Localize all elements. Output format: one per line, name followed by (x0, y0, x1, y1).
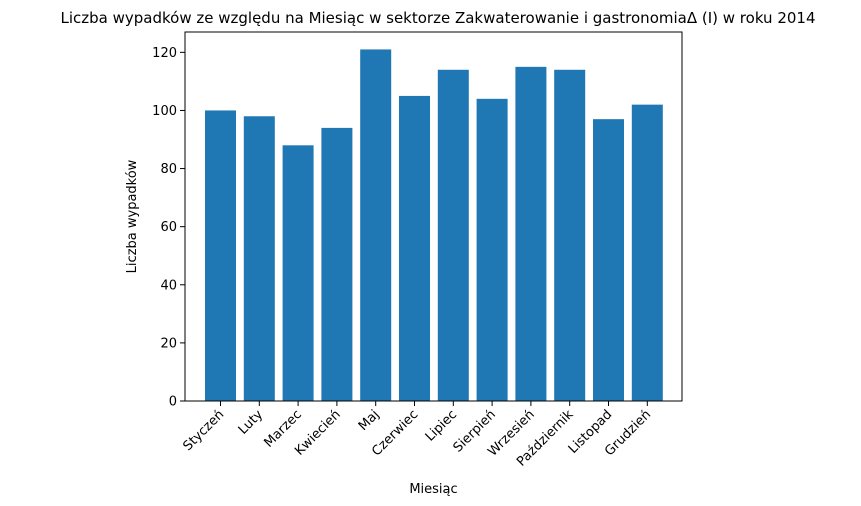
bar-Listopad (593, 119, 624, 402)
bar-Luty (243, 116, 275, 402)
bar-Sierpień (476, 98, 508, 401)
bar-Czerwiec (399, 95, 430, 401)
x-tick-label: Maj (356, 407, 383, 434)
bar-Marzec (282, 145, 314, 401)
y-axis-title: Liczba wypadków (125, 159, 140, 273)
bar-Październik (554, 69, 586, 401)
bar-Wrzesień (515, 66, 547, 401)
bar-Lipiec (437, 69, 469, 401)
x-axis-title: Miesiąc (409, 482, 457, 497)
y-tick-label: 80 (160, 162, 177, 177)
y-tick-label: 60 (160, 220, 177, 235)
y-tick-label: 40 (160, 278, 177, 293)
x-tick-label: Lipiec (423, 407, 460, 444)
x-tick-label: Luty (236, 407, 267, 438)
plot-frame (184, 31, 683, 402)
x-tick-label: Styczeń (180, 407, 227, 454)
y-axis: 0 20 40 60 80 100 120 (152, 46, 185, 410)
bar-Kwiecień (321, 127, 353, 401)
bar-Grudzień (631, 104, 663, 402)
y-tick-label: 120 (152, 46, 177, 61)
y-tick-label: 100 (152, 104, 177, 119)
y-tick-label: 0 (169, 395, 177, 410)
y-tick-label: 20 (160, 336, 177, 351)
bar-Maj (360, 49, 392, 401)
chart-title: Liczba wypadków ze względu na Miesiąc w … (61, 9, 816, 27)
bars-group (205, 49, 663, 402)
bar-Styczeń (205, 110, 236, 401)
